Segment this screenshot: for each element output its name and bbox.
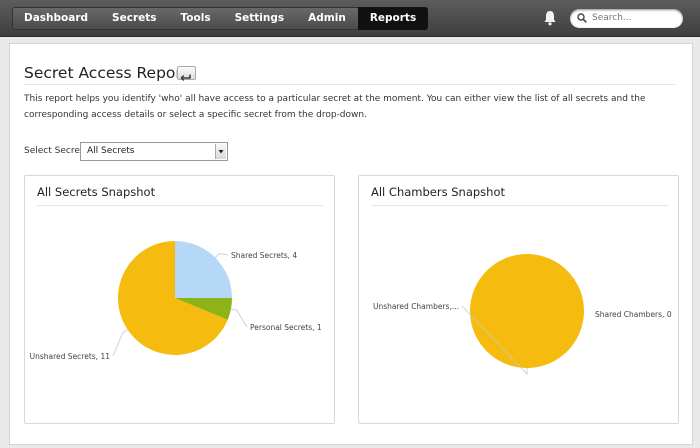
report-content: Secret Access Report This report helps y… <box>9 43 693 445</box>
title-divider <box>24 84 676 85</box>
chambers-snapshot-title: All Chambers Snapshot <box>371 185 505 199</box>
chambers-label-shared-chambers: Shared Chambers, 0 <box>595 310 672 319</box>
secrets-snapshot-title: All Secrets Snapshot <box>37 185 156 199</box>
secrets-pie-chart: Shared Secrets, 4 Personal Secrets, 1 Unsh… <box>30 241 322 361</box>
chambers-slice-unshared-chambers[interactable] <box>470 254 584 368</box>
secrets-connector-personal-secrets <box>230 308 248 328</box>
secrets-label-personal-secrets: Personal Secrets, 1 <box>250 323 322 332</box>
nav-settings[interactable]: Settings <box>234 12 285 24</box>
main-menu: Dashboard Secrets Tools Settings Admin R… <box>12 7 429 30</box>
chambers-pie-chart: Shared Chambers, 0 Unshared Chambers,... <box>373 254 672 375</box>
secrets-label-unshared-secrets: Unshared Secrets, 11 <box>30 352 111 361</box>
all-chambers-panel: All Chambers Snapshot Shared Chambers, 0… <box>358 175 679 424</box>
all-secrets-panel: All Secrets Snapshot Shared Secrets, 4 Pe… <box>24 175 335 424</box>
secrets-slice-unshared-secrets[interactable] <box>117 241 228 355</box>
chevron-down-icon[interactable] <box>215 144 226 159</box>
secrets-connector-unshared-secrets <box>112 329 128 357</box>
secret-dropdown-value: All Secrets <box>87 146 135 156</box>
nav-secrets[interactable]: Secrets <box>112 12 157 24</box>
secrets-label-shared-secrets: Shared Secrets, 4 <box>231 251 297 260</box>
secrets-slice-personal-secrets[interactable] <box>175 298 232 320</box>
nav-reports[interactable]: Reports <box>357 7 429 30</box>
page-title: Secret Access Report <box>24 64 188 82</box>
chambers-connector-unshared-chambers <box>461 305 528 375</box>
nav-tools[interactable]: Tools <box>180 12 211 24</box>
nav-admin[interactable]: Admin <box>308 12 346 24</box>
secrets-slice-shared-secrets[interactable] <box>175 241 232 298</box>
nav-dashboard[interactable]: Dashboard <box>24 12 89 24</box>
select-secret-label: Select Secret <box>24 146 84 156</box>
panel-divider <box>371 205 669 206</box>
bell-icon[interactable] <box>543 10 557 26</box>
search-input[interactable] <box>592 11 678 25</box>
secrets-connector-shared-secrets <box>215 253 229 258</box>
back-arrow-icon <box>180 74 191 81</box>
chambers-label-unshared-chambers: Unshared Chambers,... <box>373 302 459 311</box>
back-button[interactable] <box>177 66 196 81</box>
secret-dropdown[interactable]: All Secrets <box>80 142 228 161</box>
search-icon <box>577 13 587 23</box>
report-description: This report helps you identify 'who' all… <box>24 94 646 120</box>
panel-divider <box>37 205 323 206</box>
search-box[interactable] <box>570 9 683 28</box>
top-navigation-bar: Dashboard Secrets Tools Settings Admin R… <box>0 0 700 37</box>
